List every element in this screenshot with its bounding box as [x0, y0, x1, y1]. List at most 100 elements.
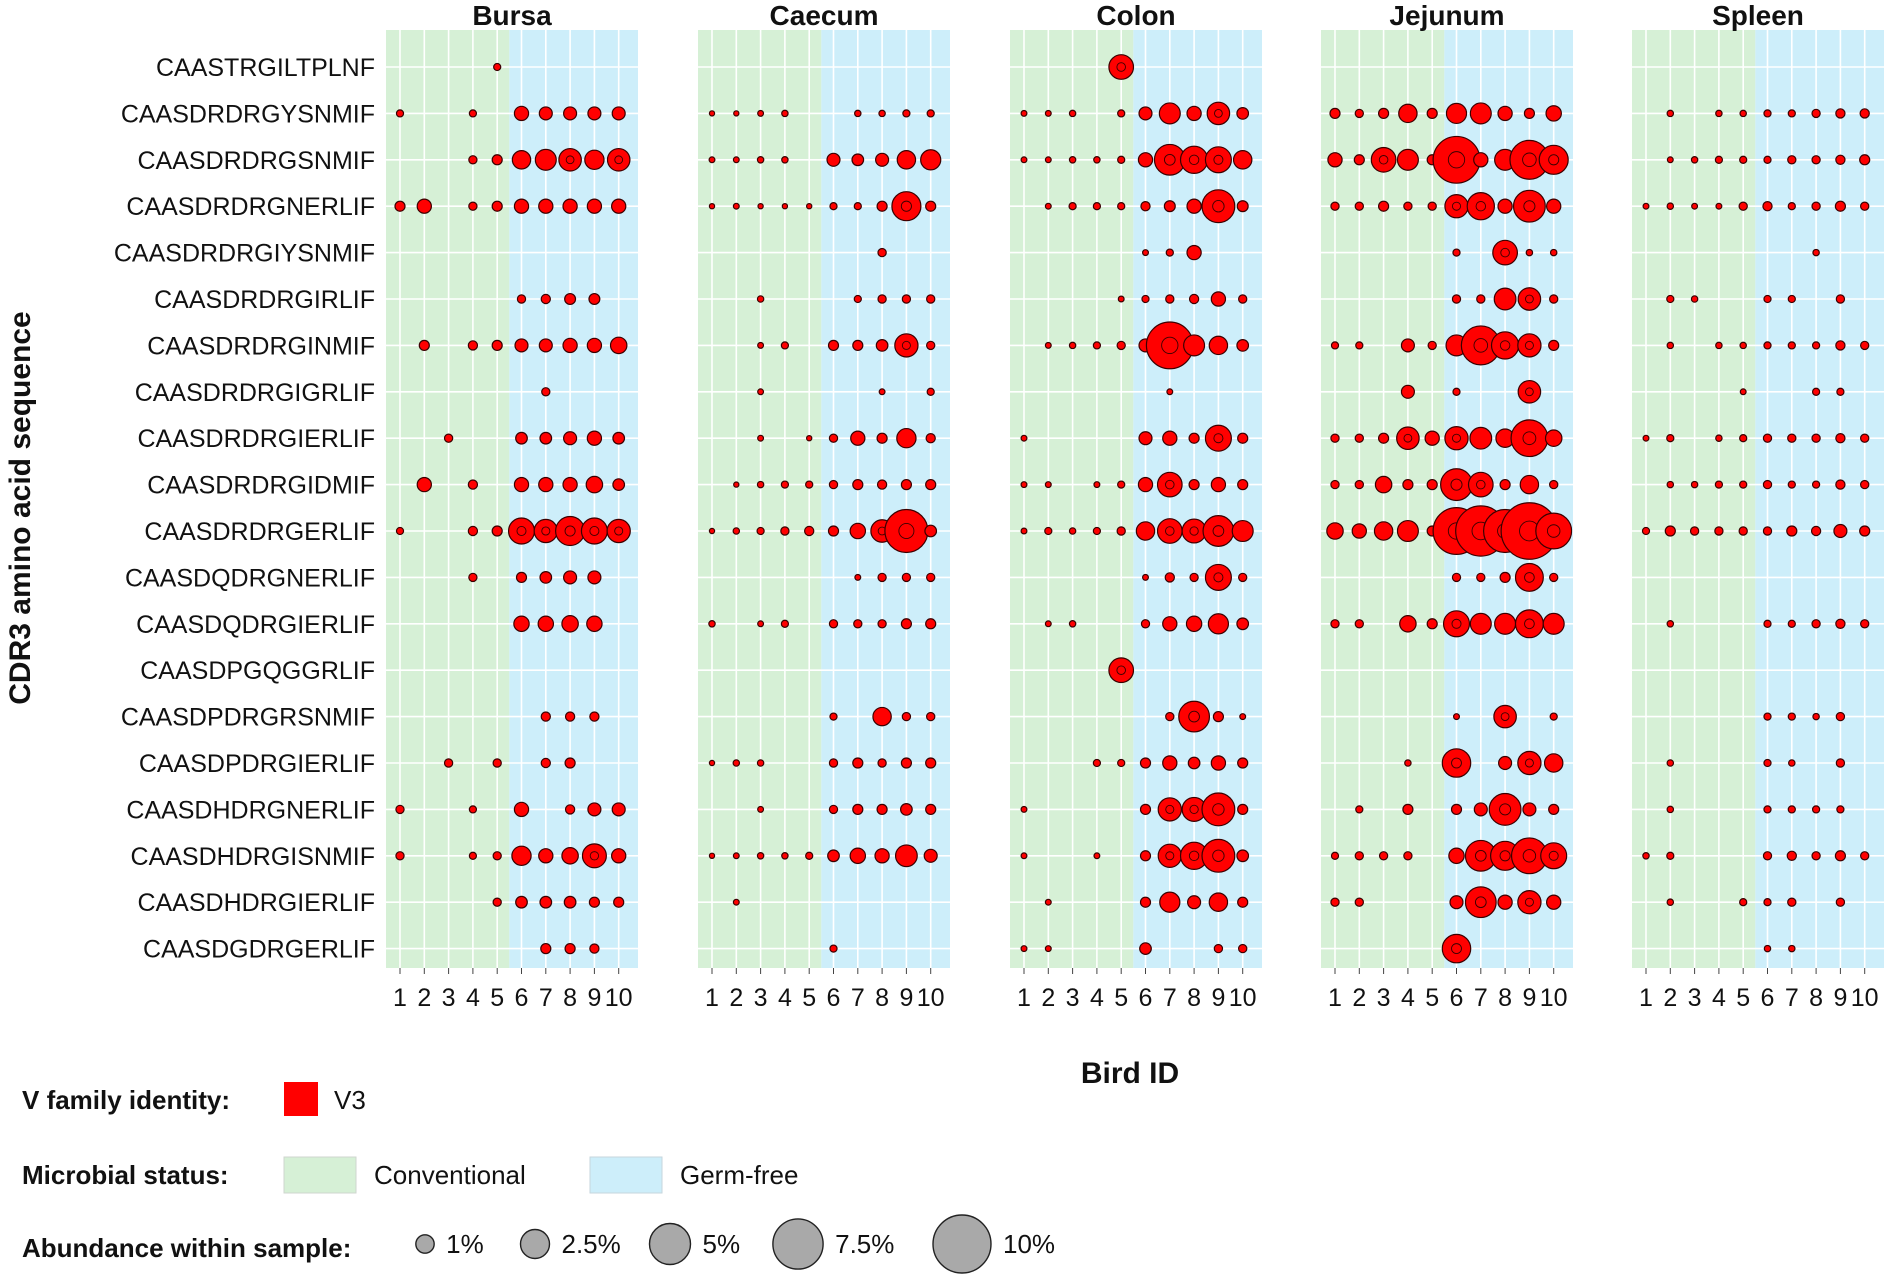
data-point — [1763, 109, 1772, 118]
data-point — [1787, 805, 1796, 814]
data-point-inner-ring — [1451, 757, 1462, 769]
x-tick-label: 7 — [1163, 984, 1177, 1012]
data-point — [925, 478, 937, 491]
data-point — [1811, 851, 1821, 861]
data-point — [804, 525, 815, 537]
data-point — [924, 524, 938, 538]
data-point-inner-ring — [1524, 618, 1535, 630]
data-point — [854, 573, 862, 581]
data-point — [1787, 712, 1796, 721]
data-point-inner-ring — [1165, 479, 1175, 490]
data-point — [1201, 792, 1236, 827]
data-point-inner-ring — [1403, 433, 1413, 443]
data-point — [781, 109, 789, 118]
data-point — [1165, 248, 1174, 257]
data-point — [852, 478, 864, 491]
data-point — [563, 570, 578, 585]
data-point — [1156, 518, 1183, 544]
data-point-inner-ring — [1524, 758, 1534, 768]
data-point-inner-ring — [516, 526, 527, 536]
data-point — [561, 614, 579, 633]
legend-germ-free-label: Germ-free — [680, 1160, 798, 1190]
data-point — [1400, 338, 1415, 353]
legend-abundance: Abundance within sample: 1% 2.5% 5% 7.5% 10% — [22, 1214, 1055, 1274]
data-point — [564, 804, 576, 815]
data-point — [1354, 108, 1365, 119]
data-point — [1763, 341, 1772, 350]
data-point — [827, 849, 840, 863]
data-point — [829, 712, 838, 721]
data-point — [1492, 239, 1518, 266]
x-tick-label: 7 — [1785, 984, 1799, 1012]
data-point — [606, 147, 631, 172]
data-point-inner-ring — [1447, 151, 1466, 169]
data-point-inner-ring — [1116, 665, 1126, 675]
data-point — [1179, 145, 1209, 174]
data-point — [1787, 202, 1796, 211]
data-point — [708, 759, 716, 767]
panel-colon: Colon 1 2 3 4 5 6 7 8 9 10 — [1010, 0, 1262, 1012]
data-point — [1835, 340, 1846, 351]
legend-abundance-circle — [932, 1214, 992, 1274]
data-point — [540, 293, 551, 305]
data-point — [925, 200, 937, 212]
data-point — [876, 432, 888, 444]
data-point — [900, 757, 913, 769]
data-point — [757, 202, 764, 210]
data-point — [1451, 572, 1462, 583]
data-point — [1549, 712, 1558, 721]
data-point-inner-ring — [614, 155, 624, 165]
x-tick-label: 10 — [605, 984, 633, 1012]
data-point-inner-ring — [1212, 525, 1225, 537]
data-point-inner-ring — [1474, 849, 1487, 862]
data-point — [554, 515, 586, 547]
data-point — [926, 572, 936, 583]
data-point — [1739, 898, 1748, 907]
data-point — [826, 152, 841, 167]
data-point — [1020, 852, 1028, 860]
data-point — [1490, 331, 1520, 360]
legend-abundance-title: Abundance within sample: — [22, 1233, 351, 1263]
data-point — [1467, 471, 1494, 498]
data-point — [1859, 479, 1870, 490]
data-point — [492, 897, 502, 907]
data-point — [1666, 202, 1675, 210]
data-point — [1139, 896, 1152, 908]
x-tick-label: 9 — [1833, 984, 1847, 1012]
data-point-inner-ring — [1188, 850, 1200, 862]
data-point — [828, 619, 839, 629]
data-point-inner-ring — [1451, 618, 1462, 629]
data-point — [1786, 525, 1798, 537]
data-point — [564, 942, 576, 955]
data-point — [540, 942, 552, 955]
data-point — [1715, 109, 1723, 118]
data-point — [1117, 480, 1126, 489]
panel-title: Caecum — [770, 0, 879, 31]
data-point — [708, 202, 716, 210]
panel-bursa: Bursa 1 2 3 4 5 6 7 8 9 10 — [386, 0, 638, 1012]
data-point — [1237, 803, 1249, 816]
data-point — [1452, 387, 1461, 396]
data-point — [537, 615, 555, 633]
data-point — [1157, 797, 1183, 822]
x-tick-label: 2 — [417, 984, 431, 1012]
data-point — [1441, 933, 1472, 964]
data-point-inner-ring — [614, 526, 624, 536]
data-point — [1466, 191, 1496, 221]
data-point-inner-ring — [901, 340, 911, 350]
legend-abundance-label: 1% — [446, 1229, 484, 1259]
data-point — [1452, 713, 1460, 721]
data-point — [1488, 792, 1522, 826]
data-point — [564, 711, 576, 722]
data-point — [923, 848, 938, 863]
row-label: CAASDRDRGIRLIF — [154, 286, 375, 314]
data-point — [1517, 750, 1542, 776]
data-point — [507, 517, 536, 545]
x-tick-label: 9 — [899, 984, 913, 1012]
data-point — [1666, 109, 1675, 118]
data-point — [491, 154, 503, 166]
data-point — [827, 525, 840, 537]
data-point — [1510, 419, 1549, 458]
data-point — [562, 337, 578, 354]
legend-abundance-label: 7.5% — [835, 1229, 894, 1259]
